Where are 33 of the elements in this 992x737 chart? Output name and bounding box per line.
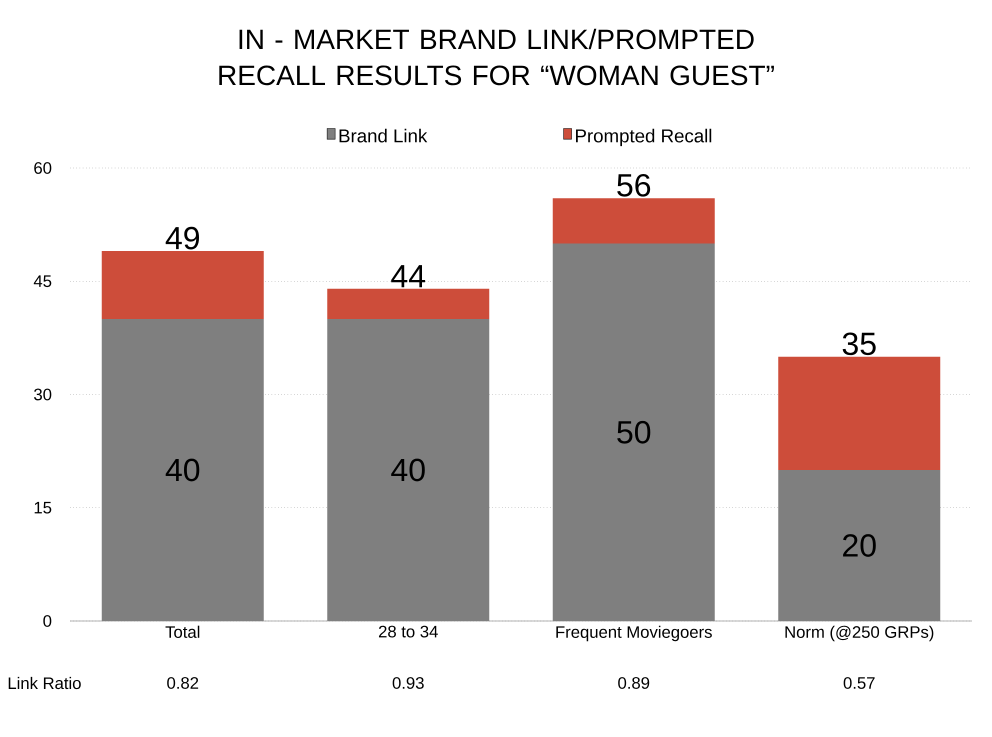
x-tick-label: 28 to 34 (378, 626, 438, 638)
text: Link Ratio (8, 676, 81, 690)
bar (778, 470, 940, 621)
legend-label: Prompted Recall (576, 128, 712, 146)
total-label: 44 (391, 265, 426, 288)
text: 0.57 (844, 677, 875, 689)
bar (102, 251, 264, 319)
bar (327, 288, 490, 319)
legend-label: Brand Link (340, 128, 428, 142)
total-label: 49 (166, 226, 200, 250)
x-tick-label: Norm (@250 GRPs) (785, 626, 934, 642)
y-tick-label: 0 (43, 615, 52, 627)
bar (552, 243, 715, 621)
bar (102, 318, 264, 621)
data-label: 40 (391, 458, 425, 482)
data-label: 50 (617, 420, 650, 444)
text: 0.82 (167, 677, 198, 689)
bar (552, 198, 715, 244)
bar (778, 356, 940, 470)
total-label: 56 (617, 174, 650, 197)
y-tick-label: 60 (34, 162, 52, 174)
x-tick-label: Frequent Moviegoers (556, 626, 712, 642)
y-tick-label: 30 (34, 388, 52, 400)
total-label: 35 (842, 332, 876, 356)
text: 0.93 (392, 677, 424, 689)
y-tick-label: 45 (34, 275, 52, 288)
data-label: 20 (843, 534, 876, 557)
bar (327, 318, 490, 621)
data-label: 40 (166, 458, 200, 482)
y-tick-label: 15 (34, 502, 52, 514)
x-tick-label: Total (166, 626, 200, 638)
chart-title: IN - MARKET BRAND LINK/PROMPTED RECALL RESULTS FOR “WOMAN GUEST” (219, 28, 774, 86)
text: 0.89 (618, 677, 650, 689)
